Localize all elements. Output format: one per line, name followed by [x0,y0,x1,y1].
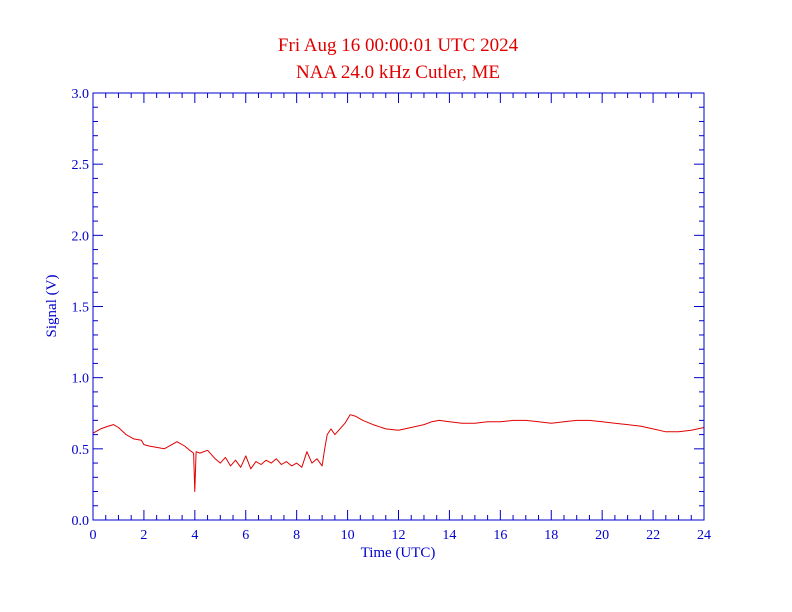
y-tick-label: 1.0 [72,372,90,387]
plot-frame [92,92,705,521]
x-tick-label: 6 [242,528,249,543]
x-tick-label: 22 [646,528,660,543]
x-tick-label: 12 [392,528,406,543]
x-tick-label: 8 [293,528,300,543]
y-tick-label: 3.0 [72,87,90,102]
x-tick-label: 10 [341,528,355,543]
x-tick-label: 0 [90,528,97,543]
y-tick-label: 0.0 [72,514,90,529]
y-axis-label: Signal (V) [44,275,60,338]
chart-title: Fri Aug 16 00:00:01 UTC 2024 [278,35,519,56]
x-tick-label: 14 [442,528,456,543]
signal-series-line [92,414,705,492]
y-tick-label: 2.0 [72,229,90,244]
x-tick-label: 20 [595,528,609,543]
chart-subtitle: NAA 24.0 kHz Cutler, ME [296,62,500,83]
x-axis-label: Time (UTC) [361,545,436,561]
x-axis-ticks: 0 2 4 6 8 10 12 14 16 18 20 22 24 [90,93,711,543]
x-tick-label: 4 [191,528,198,543]
y-axis-ticks: 0.0 0.5 1.0 1.5 2.0 2.5 3.0 [72,87,704,529]
x-tick-label: 16 [493,528,507,543]
y-tick-label: 1.5 [72,301,90,316]
x-tick-label: 24 [697,528,711,543]
y-tick-label: 0.5 [72,443,90,458]
y-tick-label: 2.5 [72,158,90,173]
x-tick-label: 18 [544,528,558,543]
x-tick-label: 2 [140,528,147,543]
